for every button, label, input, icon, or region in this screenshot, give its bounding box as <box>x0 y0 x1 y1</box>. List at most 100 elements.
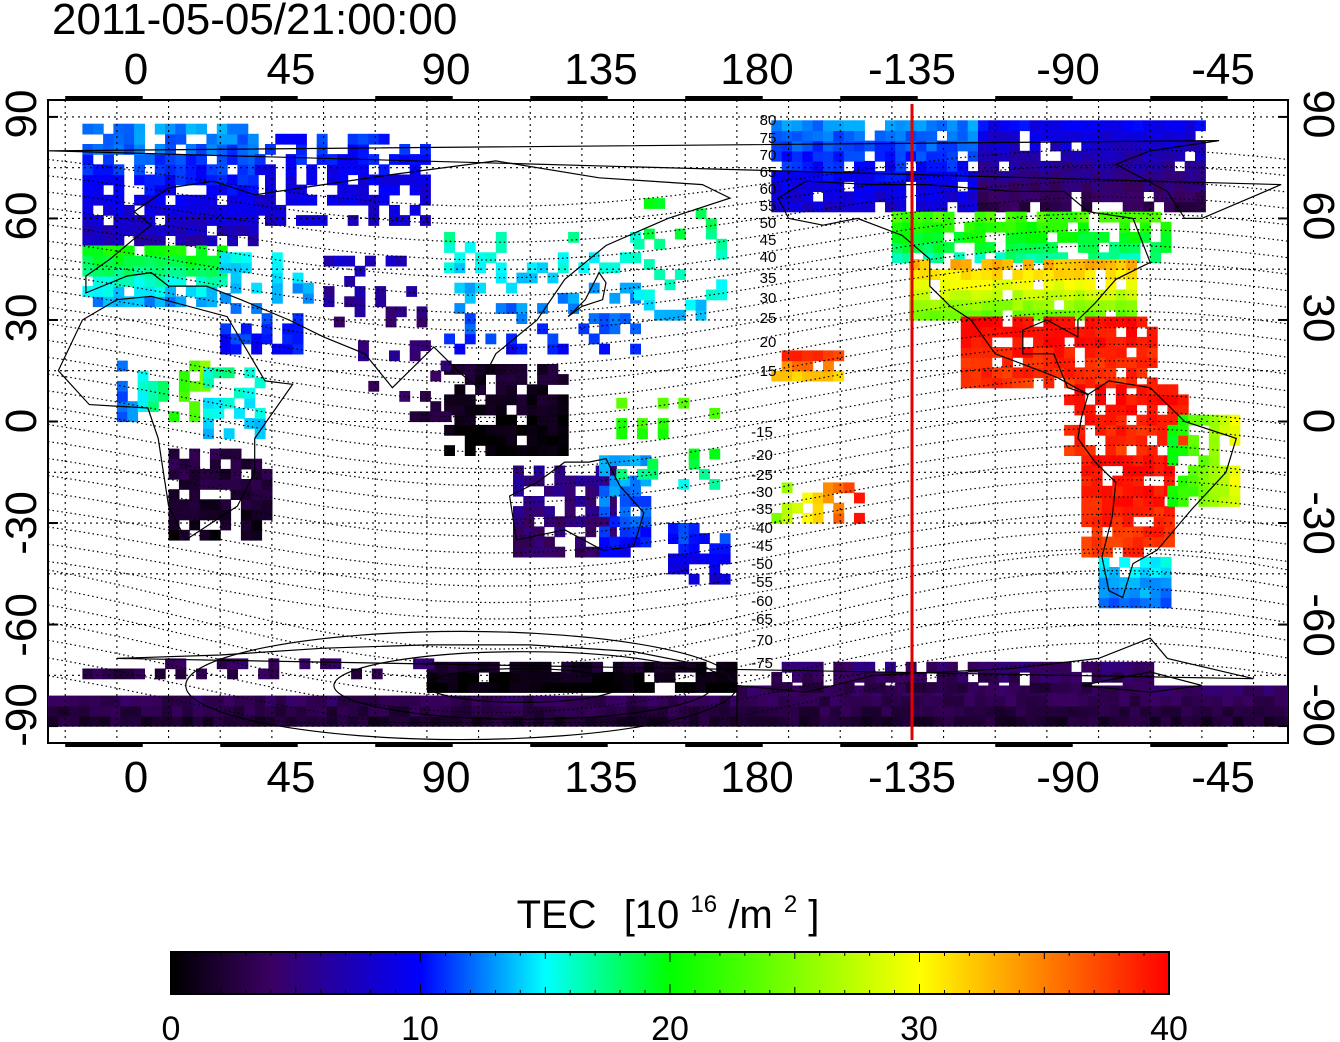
tec-cell <box>261 499 273 511</box>
tec-cell <box>609 536 621 548</box>
tec-cell <box>537 303 548 314</box>
tec-cell <box>854 171 865 182</box>
tec-cell <box>158 391 170 402</box>
tec-cell <box>237 164 249 176</box>
tec-cell <box>1253 705 1265 717</box>
tec-cell <box>523 715 535 727</box>
frame-bar <box>1150 96 1228 100</box>
tec-cell <box>451 695 462 707</box>
tec-cell <box>1119 577 1131 588</box>
tec-cell <box>602 682 614 693</box>
tec-cell <box>1219 475 1230 487</box>
tec-cell <box>544 715 555 727</box>
contour-label-30: 30 <box>760 290 777 307</box>
tec-cell <box>175 255 187 267</box>
tec-cell <box>506 435 517 446</box>
tec-cell <box>657 428 669 440</box>
tec-cell <box>385 316 397 328</box>
tec-cell <box>950 259 962 270</box>
tec-cell <box>516 424 528 436</box>
tec-cell <box>1026 695 1038 707</box>
tec-cell <box>1136 424 1148 436</box>
tec-cell <box>564 506 576 517</box>
tec-cell <box>271 282 283 294</box>
tec-cell <box>209 509 221 521</box>
tec-cell <box>812 130 824 142</box>
tec-cell <box>1005 211 1017 223</box>
tec-cell <box>495 424 507 436</box>
tec-cell <box>1122 661 1134 673</box>
tec-cell <box>1019 191 1031 203</box>
tec-cell <box>1167 455 1179 467</box>
tec-cell <box>1012 326 1024 338</box>
tec-cell <box>1195 120 1206 132</box>
tec-cell <box>685 299 697 311</box>
tec-cell <box>1102 506 1113 517</box>
tec-cell <box>213 715 225 727</box>
tec-cell <box>196 245 207 257</box>
tec-cell <box>554 516 566 528</box>
tec-cell <box>161 695 173 707</box>
tec-cell <box>960 347 972 358</box>
tec-cell <box>1026 232 1038 243</box>
tec-cell <box>709 479 721 490</box>
tec-cell <box>271 262 283 274</box>
tec-cell <box>220 323 232 335</box>
tec-cell <box>626 705 638 717</box>
tec-cell <box>719 715 731 727</box>
tec-cell <box>1160 685 1172 697</box>
tec-cell <box>1164 536 1175 548</box>
tec-cell <box>254 418 266 429</box>
tec-cell <box>1153 536 1165 548</box>
tec-cell <box>974 252 986 264</box>
coast-japan <box>567 271 607 318</box>
tec-cell <box>974 232 986 243</box>
tec-cell <box>144 286 156 297</box>
tec-cell <box>854 492 865 504</box>
tec-cell <box>1160 597 1172 609</box>
tec-cell <box>447 682 459 693</box>
tec-cell <box>599 526 610 538</box>
tec-cell <box>1232 705 1244 717</box>
tec-cell <box>230 448 242 460</box>
tec-cell <box>1133 465 1144 477</box>
tec-cell <box>1122 671 1134 683</box>
tec-cell <box>265 215 276 226</box>
tec-cell <box>123 255 135 267</box>
tec-cell <box>843 150 855 162</box>
tec-cell <box>557 404 569 416</box>
tec-cell <box>1102 455 1113 467</box>
tec-cell <box>282 343 294 355</box>
tec-cell <box>823 191 834 203</box>
tec-cell <box>547 404 559 416</box>
tec-cell <box>1126 269 1137 280</box>
tec-cell <box>926 140 938 152</box>
tec-cell <box>185 286 197 297</box>
tec-cell <box>978 120 989 132</box>
tec-cell <box>936 140 948 152</box>
tec-cell <box>630 516 641 528</box>
tec-cell <box>705 682 717 693</box>
tec-cell <box>168 509 180 521</box>
tec-cell <box>1071 682 1082 693</box>
tec-cell <box>1084 279 1096 291</box>
mlat-contour--45 <box>48 552 1288 650</box>
tec-cell <box>781 181 793 192</box>
tec-cell <box>113 133 125 145</box>
tec-cell <box>92 265 104 277</box>
tec-cell <box>695 661 707 673</box>
tec-cell <box>802 191 814 203</box>
tec-cell <box>406 286 418 297</box>
tec-cell <box>199 529 211 541</box>
tec-cell <box>234 705 245 717</box>
tec-cell <box>358 184 369 196</box>
tec-cell <box>619 496 631 507</box>
tec-cell <box>134 276 145 287</box>
tec-cell <box>175 154 187 165</box>
tec-cell <box>254 204 266 216</box>
tec-cell <box>526 404 538 416</box>
tec-cell <box>1050 171 1062 182</box>
tec-cell <box>513 506 524 517</box>
tec-cell <box>178 391 190 402</box>
